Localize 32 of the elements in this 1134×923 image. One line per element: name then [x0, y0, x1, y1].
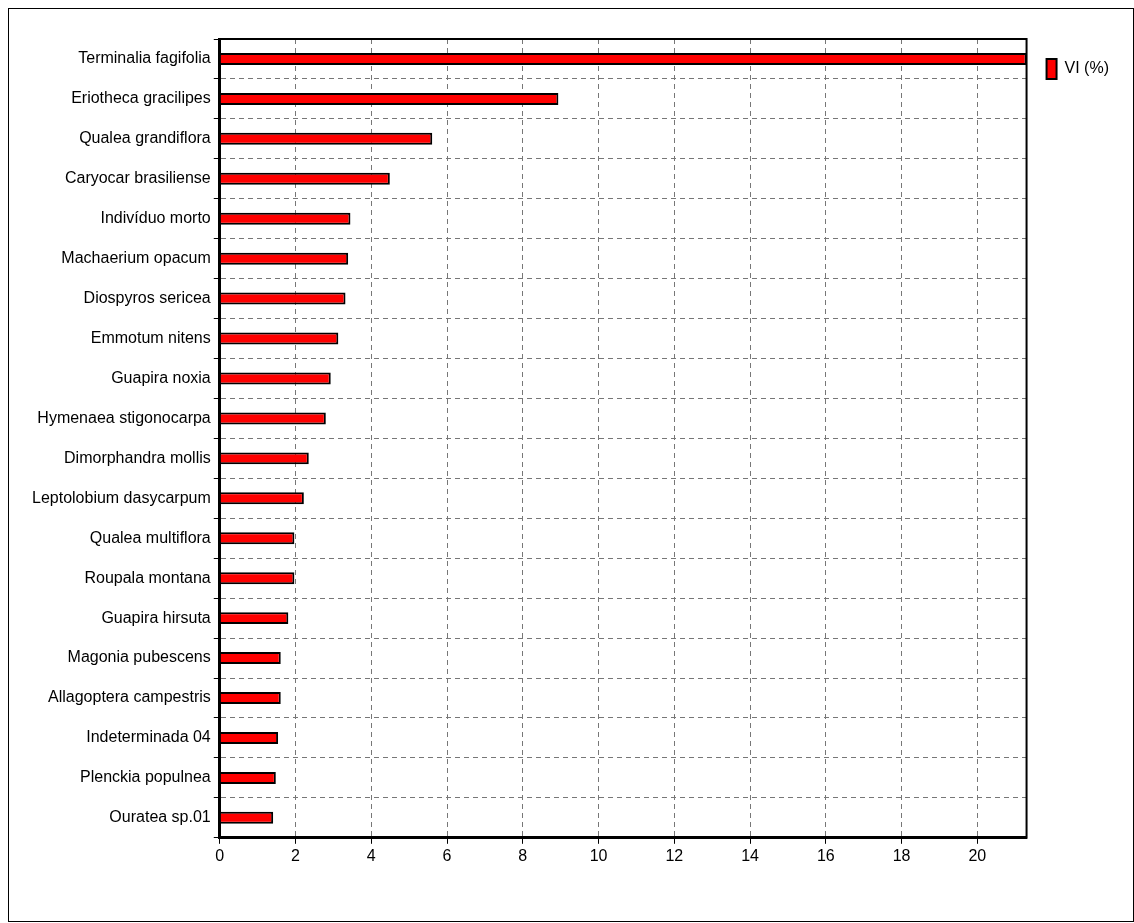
y-tick-label: Roupala montana — [84, 568, 211, 586]
y-tick-label: Terminalia fagifolia — [78, 49, 211, 67]
y-tick-label: Machaerium opacum — [61, 249, 211, 267]
y-tick-label: Indeterminada 04 — [86, 728, 211, 746]
y-tick-label: Plenckia populnea — [80, 768, 211, 786]
x-tick-label: 6 — [442, 846, 452, 864]
y-tick-label: Hymenaea stigonocarpa — [37, 408, 211, 426]
x-tick-label: 18 — [892, 846, 911, 864]
x-tick-label: 2 — [291, 846, 301, 864]
x-tick-label: 12 — [665, 846, 684, 864]
x-tick-label: 4 — [366, 846, 376, 864]
y-tick-label: Dimorphandra mollis — [64, 448, 211, 466]
y-tick-label: Caryocar brasiliense — [64, 169, 211, 187]
x-tick-label: 8 — [518, 846, 528, 864]
y-tick-label: Ouratea sp.01 — [109, 808, 211, 826]
y-tick-label: Allagoptera campestris — [48, 688, 211, 706]
y-tick-label: Emmotum nitens — [90, 328, 211, 346]
x-tick-label: 14 — [741, 846, 760, 864]
y-tick-label: Qualea multiflora — [89, 528, 211, 546]
x-tick-label: 20 — [968, 846, 987, 864]
x-tick-label: 16 — [816, 846, 835, 864]
y-tick-label: Indivíduo morto — [100, 209, 211, 227]
y-tick-label: Magonia pubescens — [67, 648, 211, 666]
y-tick-label: Guapira hirsuta — [101, 608, 211, 626]
y-tick-label: Diospyros sericea — [83, 289, 211, 307]
x-tick-label: 0 — [215, 846, 225, 864]
legend-label: VI (%) — [1064, 59, 1110, 77]
x-tick-label: 10 — [589, 846, 608, 864]
y-tick-label: Guapira noxia — [111, 368, 211, 386]
y-tick-label: Eriotheca gracilipes — [71, 89, 211, 107]
y-tick-label: Leptolobium dasycarpum — [32, 488, 211, 506]
y-tick-label: Qualea grandiflora — [79, 129, 211, 147]
